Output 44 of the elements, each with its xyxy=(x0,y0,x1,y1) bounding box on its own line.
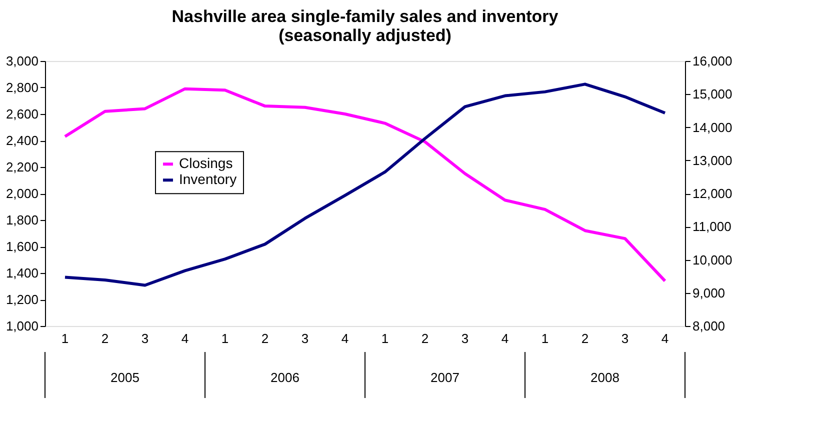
x-tick-label: 3 xyxy=(621,331,629,346)
y2-tick-label: 11,000 xyxy=(692,219,732,234)
y2-tick-label: 16,000 xyxy=(692,54,732,68)
x-tick-label: 2 xyxy=(581,331,589,346)
text: 2008 xyxy=(590,370,620,385)
x-tick-label: 3 xyxy=(301,331,309,346)
x-tick-label: 2 xyxy=(261,331,269,346)
x-tick-label: 3 xyxy=(461,331,469,346)
y-tick-label: 2,200 xyxy=(6,160,38,174)
y2-tick-label: 14,000 xyxy=(692,120,732,135)
x-tick-label: 4 xyxy=(661,331,669,346)
y-tick-label: 2,600 xyxy=(6,106,38,122)
x-tick-label: 3 xyxy=(141,331,149,346)
text: Nashville area single-family sales and inventory xyxy=(172,7,558,26)
y2-tick-label: 9,000 xyxy=(692,285,726,300)
text: 2007 xyxy=(430,370,460,385)
y-tick-label: 1,800 xyxy=(6,212,38,228)
y-tick-label: 1,000 xyxy=(6,318,38,334)
y-tick-label: 2,400 xyxy=(6,133,38,148)
text: (seasonally adjusted) xyxy=(278,26,452,45)
text: 2006 xyxy=(270,370,300,385)
y-tick-label: 2,000 xyxy=(6,186,38,201)
y2-tick-label: 10,000 xyxy=(692,252,732,268)
y-tick-label: 2,800 xyxy=(6,80,38,95)
y2-tick-label: 15,000 xyxy=(692,86,732,102)
y2-tick-label: 8,000 xyxy=(692,318,726,334)
y-tick-label: 1,200 xyxy=(6,292,38,307)
y2-tick-label: 12,000 xyxy=(692,186,732,201)
x-tick-label: 1 xyxy=(221,331,229,346)
x-tick-label: 1 xyxy=(61,331,69,346)
y2-tick-label: 13,000 xyxy=(692,152,732,168)
x-tick-label: 1 xyxy=(541,331,549,346)
text: 2005 xyxy=(110,370,140,385)
y-tick-label: 1,600 xyxy=(6,239,38,254)
legend-label: Closings xyxy=(179,155,233,172)
y-tick-label: 3,000 xyxy=(6,54,38,68)
x-tick-label: 2 xyxy=(101,331,109,346)
x-tick-label: 4 xyxy=(341,331,349,346)
x-tick-label: 2 xyxy=(421,331,429,346)
legend-label: Inventory xyxy=(179,171,237,188)
x-tick-label: 4 xyxy=(501,331,509,346)
x-tick-label: 4 xyxy=(181,331,189,346)
y-tick-label: 1,400 xyxy=(6,266,38,280)
x-tick-label: 1 xyxy=(381,331,389,346)
